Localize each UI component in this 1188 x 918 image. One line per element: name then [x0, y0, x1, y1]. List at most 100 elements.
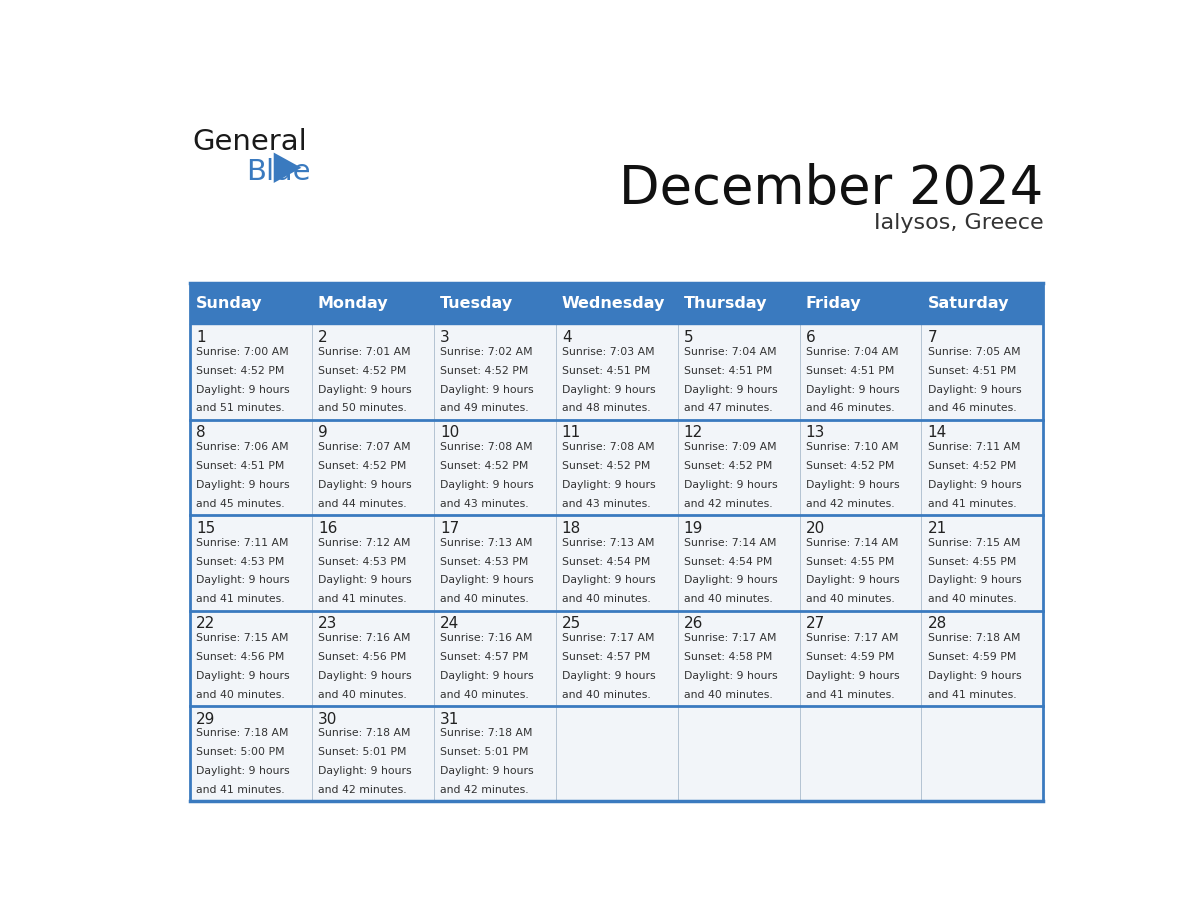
Text: Sunset: 4:52 PM: Sunset: 4:52 PM: [684, 461, 772, 471]
Text: 25: 25: [562, 616, 581, 632]
Bar: [677, 706, 800, 801]
Text: Tuesday: Tuesday: [440, 297, 513, 311]
Text: Daylight: 9 hours: Daylight: 9 hours: [928, 480, 1022, 490]
Text: Sunrise: 7:02 AM: Sunrise: 7:02 AM: [440, 347, 532, 357]
Bar: [922, 610, 1043, 706]
Text: Sunset: 4:59 PM: Sunset: 4:59 PM: [928, 652, 1016, 662]
Text: Daylight: 9 hours: Daylight: 9 hours: [196, 767, 290, 777]
Text: 12: 12: [684, 425, 703, 441]
Text: General: General: [192, 129, 308, 156]
Text: and 41 minutes.: and 41 minutes.: [196, 785, 285, 795]
Text: Daylight: 9 hours: Daylight: 9 hours: [928, 385, 1022, 395]
Text: Sunset: 4:52 PM: Sunset: 4:52 PM: [928, 461, 1016, 471]
Bar: [434, 420, 556, 515]
Text: Daylight: 9 hours: Daylight: 9 hours: [928, 671, 1022, 681]
Text: 5: 5: [684, 330, 694, 345]
Bar: [677, 324, 800, 420]
Text: Thursday: Thursday: [684, 297, 767, 311]
Text: Sunday: Sunday: [196, 297, 263, 311]
Text: Daylight: 9 hours: Daylight: 9 hours: [684, 576, 777, 586]
Bar: [922, 420, 1043, 515]
Bar: [312, 515, 434, 610]
Bar: [434, 610, 556, 706]
Text: Daylight: 9 hours: Daylight: 9 hours: [684, 385, 777, 395]
Text: Sunrise: 7:18 AM: Sunrise: 7:18 AM: [318, 729, 411, 738]
Text: and 41 minutes.: and 41 minutes.: [805, 689, 895, 700]
Bar: [434, 284, 556, 324]
Text: Daylight: 9 hours: Daylight: 9 hours: [440, 480, 533, 490]
Text: Ialysos, Greece: Ialysos, Greece: [874, 213, 1043, 232]
Text: Daylight: 9 hours: Daylight: 9 hours: [318, 385, 411, 395]
Text: Blue: Blue: [246, 158, 310, 185]
Bar: [556, 706, 677, 801]
Text: and 46 minutes.: and 46 minutes.: [928, 403, 1016, 413]
Polygon shape: [273, 152, 302, 183]
Text: Sunrise: 7:15 AM: Sunrise: 7:15 AM: [196, 633, 289, 643]
Text: 23: 23: [318, 616, 337, 632]
Text: Sunrise: 7:06 AM: Sunrise: 7:06 AM: [196, 442, 289, 453]
Bar: [922, 706, 1043, 801]
Bar: [922, 324, 1043, 420]
Text: 26: 26: [684, 616, 703, 632]
Text: Sunrise: 7:01 AM: Sunrise: 7:01 AM: [318, 347, 411, 357]
Text: Sunrise: 7:09 AM: Sunrise: 7:09 AM: [684, 442, 777, 453]
Text: Sunset: 4:51 PM: Sunset: 4:51 PM: [928, 365, 1016, 375]
Text: and 40 minutes.: and 40 minutes.: [684, 689, 772, 700]
Text: Sunrise: 7:11 AM: Sunrise: 7:11 AM: [196, 538, 289, 548]
Text: Daylight: 9 hours: Daylight: 9 hours: [196, 480, 290, 490]
Text: and 43 minutes.: and 43 minutes.: [562, 498, 651, 509]
Bar: [556, 420, 677, 515]
Text: and 41 minutes.: and 41 minutes.: [928, 498, 1016, 509]
Bar: [190, 324, 312, 420]
Text: Sunrise: 7:18 AM: Sunrise: 7:18 AM: [928, 633, 1020, 643]
Text: and 40 minutes.: and 40 minutes.: [562, 689, 651, 700]
Text: and 45 minutes.: and 45 minutes.: [196, 498, 285, 509]
Text: Sunset: 4:59 PM: Sunset: 4:59 PM: [805, 652, 895, 662]
Text: 16: 16: [318, 521, 337, 536]
Text: and 43 minutes.: and 43 minutes.: [440, 498, 529, 509]
Text: Sunrise: 7:12 AM: Sunrise: 7:12 AM: [318, 538, 411, 548]
Text: and 49 minutes.: and 49 minutes.: [440, 403, 529, 413]
Text: Sunset: 4:57 PM: Sunset: 4:57 PM: [440, 652, 529, 662]
Text: 31: 31: [440, 711, 460, 727]
Text: 9: 9: [318, 425, 328, 441]
Text: Sunset: 4:52 PM: Sunset: 4:52 PM: [805, 461, 895, 471]
Bar: [556, 515, 677, 610]
Text: Sunset: 4:52 PM: Sunset: 4:52 PM: [318, 365, 406, 375]
Text: and 40 minutes.: and 40 minutes.: [928, 594, 1017, 604]
Bar: [434, 706, 556, 801]
Text: Daylight: 9 hours: Daylight: 9 hours: [440, 671, 533, 681]
Text: Daylight: 9 hours: Daylight: 9 hours: [805, 480, 899, 490]
Text: 13: 13: [805, 425, 824, 441]
Text: Sunrise: 7:03 AM: Sunrise: 7:03 AM: [562, 347, 655, 357]
Text: 7: 7: [928, 330, 937, 345]
Bar: [800, 515, 922, 610]
Text: Sunrise: 7:07 AM: Sunrise: 7:07 AM: [318, 442, 411, 453]
Bar: [677, 610, 800, 706]
Text: and 40 minutes.: and 40 minutes.: [440, 689, 529, 700]
Bar: [190, 420, 312, 515]
Text: Sunrise: 7:14 AM: Sunrise: 7:14 AM: [684, 538, 776, 548]
Text: Sunset: 4:51 PM: Sunset: 4:51 PM: [684, 365, 772, 375]
Text: Sunset: 4:51 PM: Sunset: 4:51 PM: [196, 461, 284, 471]
Text: Sunset: 4:58 PM: Sunset: 4:58 PM: [684, 652, 772, 662]
Text: Sunset: 5:01 PM: Sunset: 5:01 PM: [440, 747, 529, 757]
Text: and 47 minutes.: and 47 minutes.: [684, 403, 772, 413]
Text: Daylight: 9 hours: Daylight: 9 hours: [562, 576, 656, 586]
Bar: [677, 420, 800, 515]
Text: Daylight: 9 hours: Daylight: 9 hours: [805, 671, 899, 681]
Text: Sunrise: 7:13 AM: Sunrise: 7:13 AM: [562, 538, 655, 548]
Text: 18: 18: [562, 521, 581, 536]
Bar: [800, 706, 922, 801]
Text: Daylight: 9 hours: Daylight: 9 hours: [440, 767, 533, 777]
Text: 2: 2: [318, 330, 328, 345]
Text: 29: 29: [196, 711, 215, 727]
Text: Sunset: 5:00 PM: Sunset: 5:00 PM: [196, 747, 285, 757]
Text: and 42 minutes.: and 42 minutes.: [684, 498, 772, 509]
Bar: [312, 420, 434, 515]
Text: Sunset: 4:52 PM: Sunset: 4:52 PM: [562, 461, 650, 471]
Text: Friday: Friday: [805, 297, 861, 311]
Text: 22: 22: [196, 616, 215, 632]
Text: Sunrise: 7:08 AM: Sunrise: 7:08 AM: [440, 442, 532, 453]
Bar: [434, 324, 556, 420]
